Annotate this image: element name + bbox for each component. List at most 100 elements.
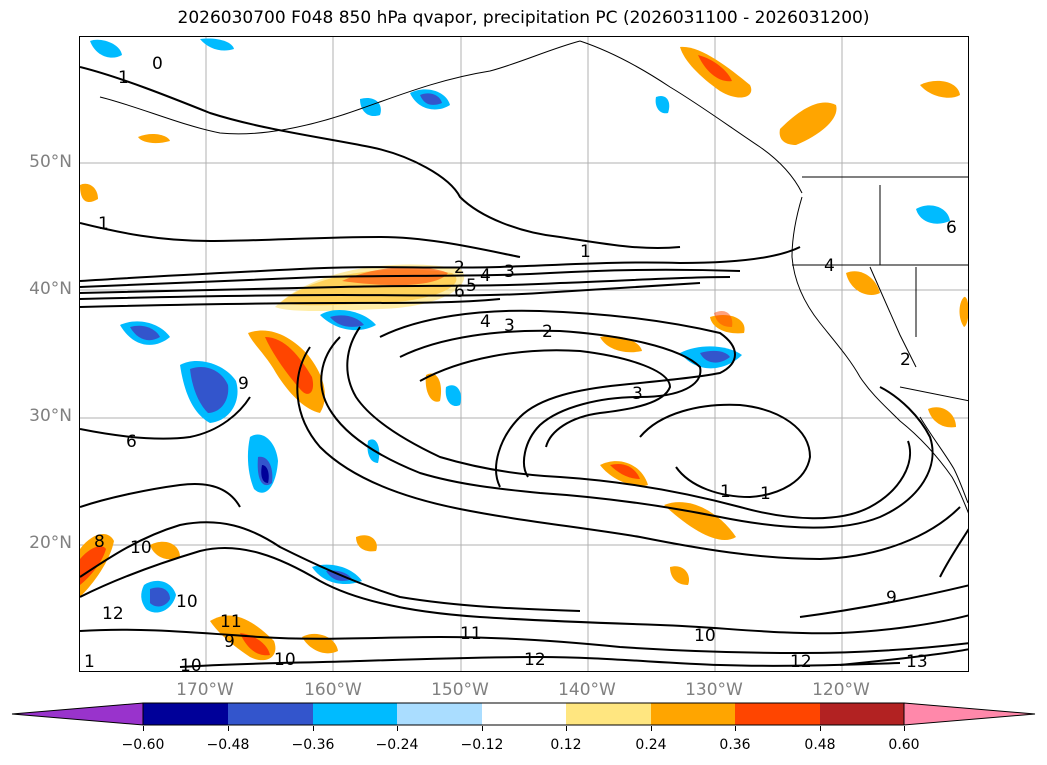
map-title: 2026030700 F048 850 hPa qvapor, precipit… [177, 8, 870, 28]
contour-label: 0 [152, 54, 163, 74]
contour-label: 5 [466, 276, 477, 296]
colorbar-tickmark [313, 726, 314, 731]
contour-label: 4 [824, 256, 835, 276]
precip-neg-n-2 [360, 97, 381, 117]
contour-label: 11 [220, 612, 242, 632]
precip-e-2 [928, 407, 956, 428]
colorbar-tick-label: 0.24 [635, 737, 667, 753]
precip-e-3 [959, 296, 968, 327]
contour-1-sub [639, 403, 812, 499]
colorbar-bin [482, 703, 566, 725]
contour-label: 4 [480, 266, 491, 286]
colorbar-tick-label: −0.24 [375, 737, 419, 753]
contour-label: 4 [480, 312, 491, 332]
colorbar-tick-label: −0.12 [460, 737, 504, 753]
colorbar-bin [397, 703, 482, 725]
precip-mid-1-core [610, 463, 640, 479]
colorbar-tick-label: −0.60 [121, 737, 165, 753]
lon-label-150w: 150°W [431, 680, 489, 700]
contour-trough-3 [296, 346, 961, 561]
lat-label-20n: 20°N [29, 533, 72, 553]
contour-1-north [80, 66, 681, 250]
lon-label-120w: 120°W [812, 680, 870, 700]
precip-neg-sw-core [150, 587, 170, 607]
precip-streak-32n-core [265, 337, 314, 394]
contour-label: 11 [460, 624, 482, 644]
precip-s-2 [356, 535, 377, 552]
colorbar-tick-label: −0.48 [206, 737, 250, 753]
contour-10 [80, 547, 968, 635]
contour-1-west [80, 222, 521, 258]
colorbar-tickmark [228, 726, 229, 731]
contour-label: 9 [238, 374, 249, 394]
contour-label: 10 [176, 592, 198, 612]
contour-label: 12 [524, 650, 546, 670]
contour-label: 12 [790, 652, 812, 672]
contour-2-jet [80, 246, 801, 282]
contour-4-loop [379, 309, 736, 488]
precip-neg-n-3 [200, 38, 234, 51]
colorbar-bin [228, 703, 313, 725]
precip-neg-w-3-core [190, 366, 229, 413]
precip-neg-w-4-deep [261, 465, 269, 483]
colorbar-bin [820, 703, 904, 725]
contour-trough-2 [346, 326, 911, 520]
contour-11 [80, 628, 968, 655]
contour-label: 9 [224, 632, 235, 652]
contour-label: 6 [946, 218, 957, 238]
precip-mid-2 [664, 502, 736, 541]
colorbar-bin [313, 703, 397, 725]
precip-neg-e-1 [916, 205, 950, 224]
precip-neg-mid-5 [655, 95, 670, 114]
contour-label: 1 [760, 484, 771, 504]
colorbar-bin [735, 703, 820, 725]
lat-label-50n: 50°N [29, 152, 72, 172]
contour-label: 10 [130, 538, 152, 558]
contour-label: 3 [632, 384, 643, 404]
precip-neg-n-1-core [420, 93, 442, 105]
contour-label: 12 [102, 604, 124, 624]
coastlines [99, 40, 968, 514]
contour-label: 1 [98, 214, 109, 234]
map-svg: 0 1 1 1 1 1 1 2 2 2 3 3 3 4 4 4 5 6 6 6 … [80, 37, 968, 672]
contour-5-jet [80, 282, 701, 300]
baja-coast [919, 416, 968, 504]
contour-label: 2 [900, 350, 911, 370]
colorbar-arrow-right [903, 702, 1036, 726]
precip-positive-shading [80, 46, 968, 661]
precip-neg-mid-2-core [700, 350, 730, 363]
precip-w-1 [150, 541, 180, 560]
contour-9 [80, 521, 581, 612]
contour-12 [179, 655, 901, 668]
colorbar-tickmark [651, 726, 652, 731]
colorbar-bin [143, 703, 228, 725]
precip-neg-s-1-core [326, 570, 352, 581]
lon-label-160w: 160°W [304, 680, 362, 700]
contour-label: 9 [886, 588, 897, 608]
contour-2-loop [419, 349, 672, 448]
alaska-coast [99, 40, 581, 135]
lat-label-40n: 40°N [29, 279, 72, 299]
contour-east-12 [839, 648, 968, 666]
contour-label: 6 [454, 282, 465, 302]
contour-label: 1 [720, 482, 731, 502]
contour-label: 1 [580, 242, 591, 262]
graticule [80, 37, 968, 671]
contour-label: 3 [504, 262, 515, 282]
colorbar-tick-label: 0.60 [888, 737, 920, 753]
map-panel: 0 1 1 1 1 1 1 2 2 2 3 3 3 4 4 4 5 6 6 6 … [79, 36, 969, 672]
precip-sw-2-core [240, 633, 270, 656]
lon-label-130w: 130°W [685, 680, 743, 700]
contour-label: 13 [906, 652, 928, 672]
colorbar-bin [651, 703, 735, 725]
contour-label: 6 [126, 432, 137, 452]
precip-neg-w-1 [90, 39, 122, 58]
colorbar-outline [142, 702, 905, 726]
colorbar-bin [566, 703, 651, 725]
colorbar-tickmark [904, 726, 905, 731]
precip-ne-3 [920, 80, 960, 98]
contour-trough-1 [320, 336, 934, 529]
contour-label: 10 [180, 656, 202, 672]
bc-coast [579, 40, 803, 194]
colorbar-tick-label: 0.48 [804, 737, 836, 753]
